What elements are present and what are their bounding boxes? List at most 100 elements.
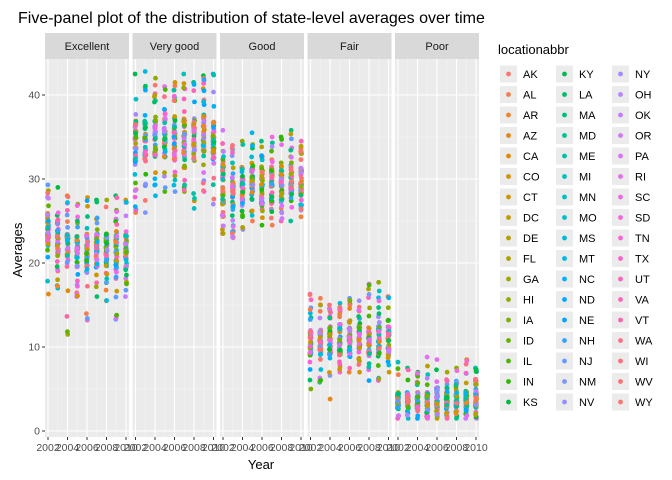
data-point <box>74 283 80 289</box>
legend-label: TX <box>635 254 650 266</box>
x-tick-label: 2006 <box>338 442 362 454</box>
data-point <box>463 361 469 367</box>
legend-item-in: IN <box>500 373 534 390</box>
data-point <box>385 359 391 365</box>
data-point <box>221 154 226 160</box>
legend-item-or: OR <box>612 127 652 144</box>
data-point <box>396 413 401 419</box>
legend-label: DE <box>523 233 538 245</box>
data-point <box>366 361 372 366</box>
data-point <box>317 308 323 314</box>
data-point <box>161 173 167 179</box>
legend-label: MA <box>579 110 596 122</box>
data-point <box>220 223 226 229</box>
data-point <box>94 215 100 221</box>
legend-item-nh: NH <box>556 332 595 349</box>
data-point <box>84 258 89 263</box>
legend-label: VA <box>635 295 650 307</box>
data-point <box>94 272 99 278</box>
data-point <box>346 347 352 353</box>
data-point <box>395 372 401 378</box>
data-point <box>288 127 294 133</box>
data-point <box>46 234 51 240</box>
x-tick-label: 2010 <box>377 442 401 454</box>
legend-label: MO <box>579 213 597 225</box>
data-point <box>182 141 188 147</box>
legend-label: IA <box>523 315 534 327</box>
data-point <box>424 382 430 388</box>
data-point <box>123 199 129 205</box>
legend-label: NJ <box>579 356 592 368</box>
data-point <box>152 132 158 138</box>
legend-item-tx: TX <box>612 250 650 267</box>
data-point <box>211 160 217 166</box>
data-point <box>464 403 470 409</box>
data-point <box>94 294 100 299</box>
data-point <box>307 339 313 345</box>
data-point <box>133 135 139 141</box>
data-point <box>366 364 372 370</box>
legend-item-md: MD <box>556 127 596 144</box>
data-point <box>453 410 459 415</box>
legend-swatch <box>506 133 511 138</box>
data-point <box>55 210 61 216</box>
data-point <box>54 264 60 269</box>
legend-item-ak: AK <box>500 65 538 83</box>
data-point <box>64 207 70 213</box>
data-point <box>191 128 197 134</box>
data-point <box>113 239 119 245</box>
data-point <box>376 311 382 317</box>
data-point <box>220 185 226 191</box>
data-point <box>444 402 450 408</box>
data-point <box>142 210 148 216</box>
legend-swatch <box>562 215 567 220</box>
x-tick-label: 2008 <box>182 442 206 454</box>
data-point <box>288 131 294 137</box>
data-point <box>74 263 80 269</box>
data-point <box>161 106 167 112</box>
legend-label: VT <box>635 315 649 327</box>
data-point <box>143 87 148 93</box>
data-point <box>171 151 177 157</box>
y-tick-label: 30 <box>28 174 40 186</box>
legend-swatch <box>562 338 567 343</box>
data-point <box>240 214 245 220</box>
legend-label: NE <box>579 315 594 327</box>
data-point <box>211 120 217 125</box>
legend-item-mi: MI <box>556 168 591 185</box>
legend-item-ga: GA <box>500 270 540 288</box>
data-point <box>366 282 372 288</box>
data-point <box>152 176 158 182</box>
data-point <box>337 337 343 343</box>
legend-label: KS <box>523 397 538 409</box>
data-point <box>211 124 216 130</box>
data-point <box>45 190 51 196</box>
legend-label: NV <box>579 397 595 409</box>
data-point <box>133 146 139 152</box>
data-point <box>162 94 167 100</box>
data-point <box>94 220 100 226</box>
legend-swatch <box>562 317 567 323</box>
data-point <box>425 414 431 419</box>
data-point <box>181 81 187 86</box>
x-tick-label: 2004 <box>56 442 80 454</box>
data-point <box>143 83 148 89</box>
data-point <box>288 167 294 173</box>
data-point <box>74 255 80 261</box>
data-point <box>308 297 314 303</box>
legend-label: RI <box>635 172 646 184</box>
data-point <box>376 376 382 382</box>
legend-swatch <box>506 297 511 302</box>
data-point <box>191 191 196 196</box>
legend-label: ID <box>523 336 534 348</box>
legend-label: ME <box>579 151 596 163</box>
data-point <box>250 163 256 169</box>
data-point <box>367 305 372 311</box>
legend-label: AZ <box>523 131 537 143</box>
data-point <box>230 234 235 240</box>
data-point <box>65 194 71 200</box>
data-point <box>74 278 80 284</box>
data-point <box>250 182 255 188</box>
data-point <box>181 109 187 114</box>
